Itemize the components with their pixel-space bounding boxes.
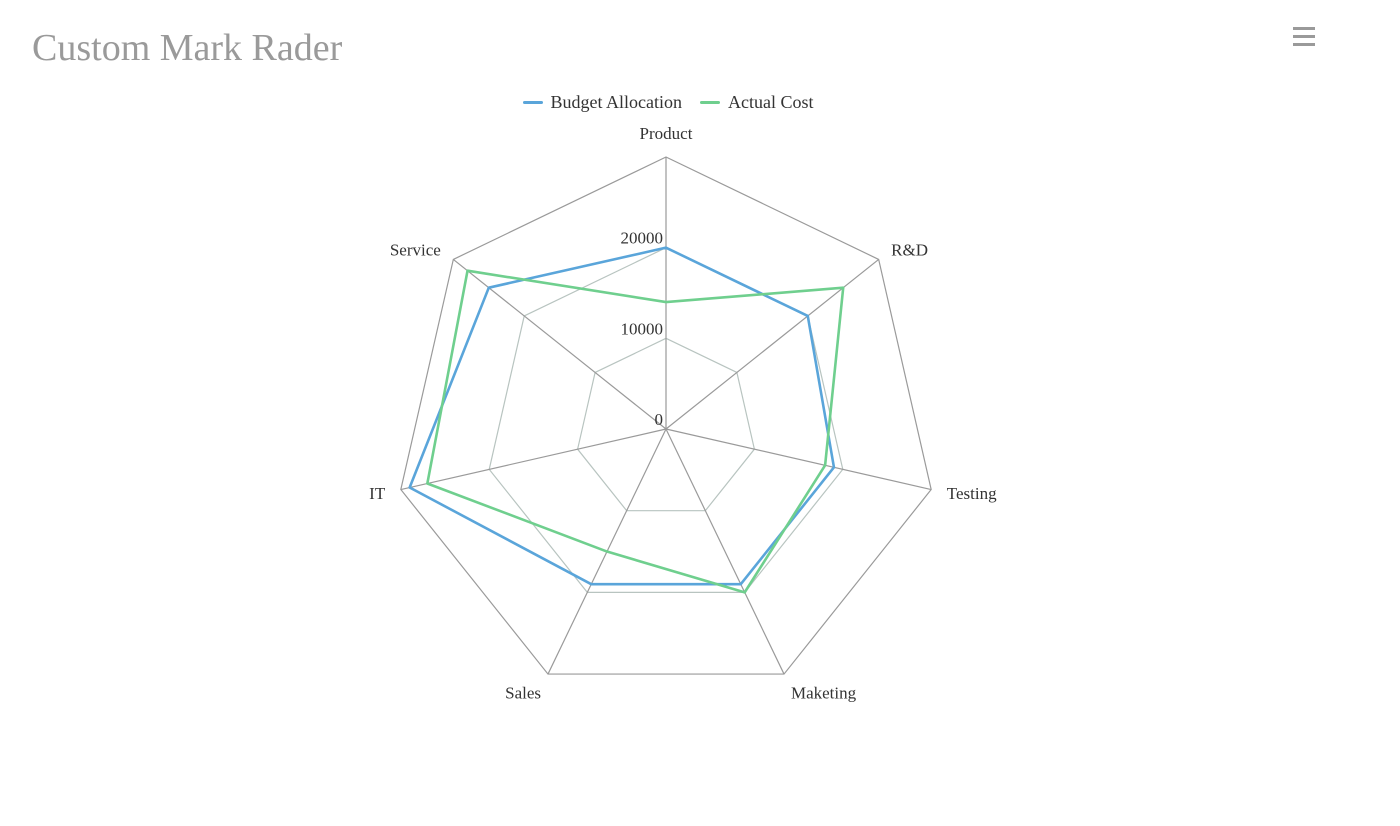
legend-item-actual[interactable]: Actual Cost — [699, 92, 814, 113]
axis-spoke-3 — [665, 428, 785, 675]
legend: Budget Allocation Actual Cost — [0, 92, 1336, 113]
tick-label-0: 0 — [655, 410, 664, 429]
grid-ring-3 — [400, 156, 932, 675]
axis-spoke-5 — [400, 428, 667, 491]
legend-label-actual: Actual Cost — [727, 92, 814, 112]
tick-label-1: 10000 — [621, 319, 664, 338]
legend-item-budget[interactable]: Budget Allocation — [522, 92, 682, 113]
grid-ring-2 — [488, 247, 844, 593]
axis-label-4: Sales — [505, 683, 541, 702]
series-line-1 — [426, 269, 845, 594]
legend-label-budget: Budget Allocation — [550, 92, 682, 112]
axis-spoke-2 — [665, 428, 932, 491]
chart-title: Custom Mark Rader — [32, 27, 343, 69]
axis-label-1: R&D — [891, 240, 928, 259]
axis-label-0: Product — [640, 124, 693, 143]
series-line-0 — [408, 246, 836, 586]
legend-swatch-budget — [522, 101, 543, 104]
axis-label-5: IT — [369, 484, 386, 503]
hamburger-menu-icon[interactable] — [1288, 22, 1320, 50]
axis-label-2: Testing — [947, 484, 997, 503]
axis-spoke-1 — [665, 258, 880, 430]
axis-label-3: Maketing — [791, 683, 857, 702]
grid-ring-1 — [576, 337, 756, 512]
axis-label-6: Service — [390, 240, 441, 259]
tick-label-2: 20000 — [621, 229, 664, 248]
legend-swatch-actual — [699, 101, 720, 104]
